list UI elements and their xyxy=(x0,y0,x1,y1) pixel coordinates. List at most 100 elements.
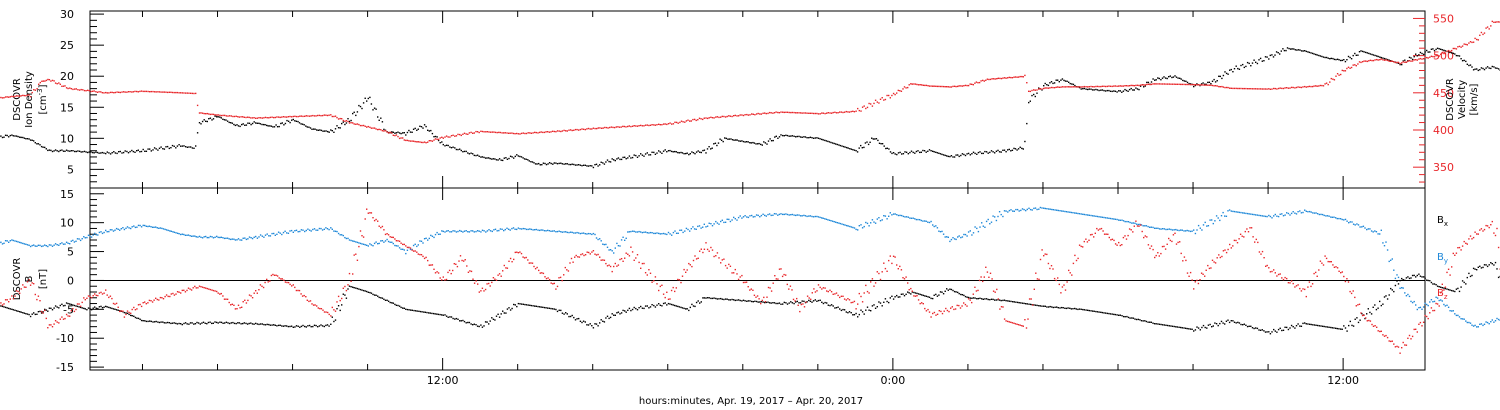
bz-point xyxy=(1325,257,1328,260)
ion-density-point xyxy=(428,130,430,132)
bx-point xyxy=(1026,303,1028,305)
ion-density-point xyxy=(1016,149,1018,151)
bz-point xyxy=(888,259,890,262)
velocity-point xyxy=(667,123,670,125)
by-point xyxy=(255,235,257,238)
velocity-point xyxy=(983,80,985,82)
bx-point xyxy=(117,309,119,311)
bx-point xyxy=(582,320,585,322)
bz-point xyxy=(70,310,72,312)
bx-point xyxy=(1397,283,1400,285)
bx-point xyxy=(1180,326,1182,329)
ion-density-point xyxy=(242,123,244,125)
ion-density-point xyxy=(488,157,490,159)
velocity-point xyxy=(1321,84,1323,87)
bx-point xyxy=(290,325,293,327)
ion-density-point xyxy=(281,122,283,124)
velocity-point xyxy=(337,118,340,120)
bz-point xyxy=(378,225,380,227)
velocity-point xyxy=(140,90,143,92)
by-point xyxy=(1090,214,1092,217)
ion-density-point xyxy=(1144,85,1146,87)
bz-point xyxy=(65,313,68,316)
ion-density-point xyxy=(852,149,854,151)
velocity-point xyxy=(811,112,813,114)
bz-point xyxy=(695,258,698,260)
bx-point xyxy=(1121,315,1123,317)
bx-point xyxy=(207,321,210,324)
ion-density-point xyxy=(1340,59,1342,62)
velocity-point xyxy=(803,112,805,114)
bx-point xyxy=(147,320,149,323)
by-point xyxy=(870,222,872,224)
bx-point xyxy=(886,300,888,303)
by-point xyxy=(1088,214,1090,216)
ion-density-point xyxy=(1482,67,1484,70)
ion-density-point xyxy=(17,135,19,138)
velocity-point xyxy=(183,92,185,94)
bz-point xyxy=(419,253,421,256)
velocity-point xyxy=(1147,83,1150,85)
bx-point xyxy=(103,306,105,308)
by-point xyxy=(292,231,294,233)
ion-density-point xyxy=(319,129,321,131)
bx-point xyxy=(1140,320,1143,322)
velocity-point xyxy=(977,82,979,84)
ion-density-point xyxy=(1418,54,1420,56)
bz-point xyxy=(548,278,551,281)
bz-point xyxy=(325,311,327,313)
velocity-point xyxy=(1289,87,1291,89)
by-point xyxy=(1466,321,1468,324)
velocity-point xyxy=(1424,56,1426,59)
ion-density-point xyxy=(1299,49,1301,51)
velocity-point xyxy=(80,88,82,91)
ion-density-point xyxy=(772,139,774,142)
ion-density-point xyxy=(889,151,892,153)
by-point xyxy=(1013,210,1015,212)
velocity-point xyxy=(261,117,263,119)
bx-point xyxy=(1286,326,1288,329)
bx-point xyxy=(941,291,943,293)
by-point xyxy=(985,220,988,223)
by-point xyxy=(405,252,407,255)
bz-point xyxy=(545,277,548,280)
bz-point xyxy=(1163,245,1165,248)
velocity-point xyxy=(1361,61,1364,63)
bz-point xyxy=(866,290,869,293)
bz-point xyxy=(431,264,434,266)
bz-point xyxy=(331,306,333,309)
ion-density-point xyxy=(1108,89,1110,92)
bz-point xyxy=(101,293,104,295)
velocity-point xyxy=(350,122,352,124)
ion-density-point xyxy=(214,115,216,117)
by-point xyxy=(1196,229,1198,231)
bx-point xyxy=(1362,314,1365,316)
ion-density-point xyxy=(124,150,126,152)
bz-point xyxy=(1386,336,1389,339)
ion-density-point xyxy=(36,143,38,145)
ion-density-point xyxy=(48,149,51,151)
by-point xyxy=(400,248,402,250)
by-point xyxy=(134,226,137,229)
bx-point xyxy=(809,300,812,302)
bz-point xyxy=(1363,314,1365,316)
velocity-point xyxy=(560,130,562,133)
by-point xyxy=(176,232,179,234)
ion-density-point xyxy=(1174,75,1176,77)
bz-point xyxy=(863,292,865,294)
ion-density-point xyxy=(1338,59,1340,61)
velocity-point xyxy=(728,115,730,117)
bz-point xyxy=(871,278,874,280)
velocity-point xyxy=(295,115,298,118)
by-point xyxy=(78,238,80,240)
velocity-point xyxy=(911,83,913,85)
bx-point xyxy=(380,297,382,299)
bz-point xyxy=(386,233,388,235)
bx-point xyxy=(705,297,707,299)
velocity-point xyxy=(873,102,875,105)
ion-density-point xyxy=(888,148,890,150)
by-point xyxy=(40,245,43,248)
bz-point xyxy=(619,258,621,261)
ion-density-point xyxy=(1103,89,1105,92)
ion-density-point xyxy=(502,159,504,162)
